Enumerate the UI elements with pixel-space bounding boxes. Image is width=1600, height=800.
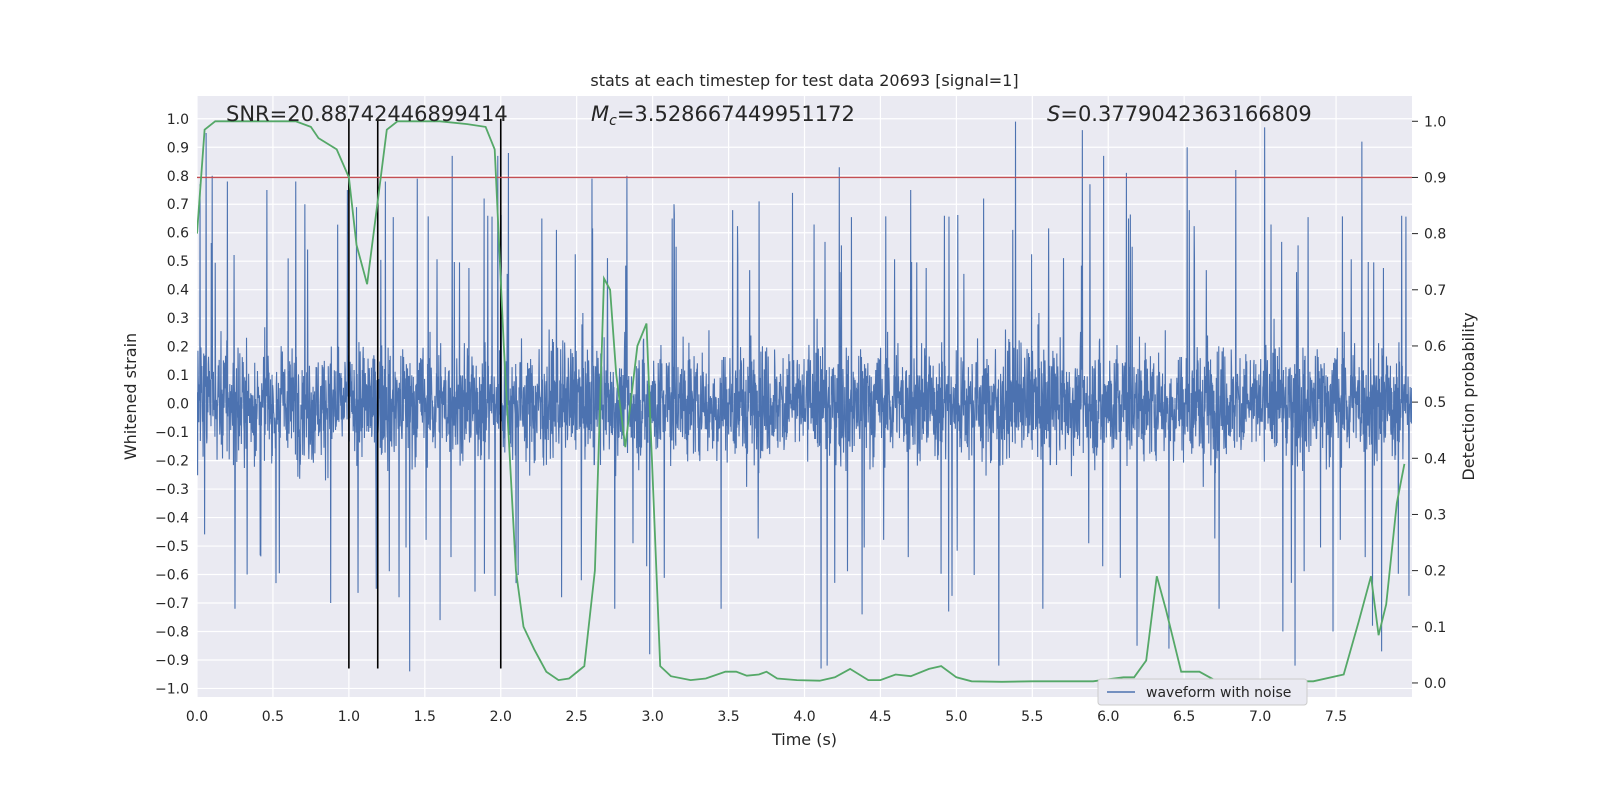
y2-tick-label: 0.2 bbox=[1424, 564, 1446, 580]
y-tick-label: 0.1 bbox=[167, 368, 189, 384]
y-tick-label: −0.3 bbox=[155, 482, 189, 498]
chirp-mass-value: =3.528667449951172 bbox=[617, 102, 855, 126]
s-symbol: S bbox=[1047, 102, 1060, 126]
y-tick-label: −0.9 bbox=[155, 653, 189, 669]
y-tick-label: 1.0 bbox=[167, 112, 189, 128]
x-axis-label: Time (s) bbox=[771, 730, 837, 749]
y-tick-label: −1.0 bbox=[155, 681, 189, 697]
s-annotation: S=0.3779042363166809 bbox=[1047, 102, 1312, 126]
y-tick-label: 0.6 bbox=[167, 226, 189, 242]
y2-tick-label: 0.9 bbox=[1424, 170, 1446, 186]
x-tick-label: 5.0 bbox=[945, 709, 967, 725]
y2-tick-label: 1.0 bbox=[1424, 114, 1446, 130]
x-tick-label: 7.5 bbox=[1325, 709, 1347, 725]
y2-tick-label: 0.8 bbox=[1424, 227, 1446, 243]
detection-probability-line bbox=[197, 120, 1406, 683]
y-tick-label: 0.9 bbox=[167, 140, 189, 156]
legend-box bbox=[1097, 678, 1308, 706]
y-tick-label: 0.3 bbox=[167, 311, 189, 327]
y2-tick-label: 0.6 bbox=[1424, 339, 1446, 355]
s-value: =0.3779042363166809 bbox=[1060, 102, 1311, 126]
event-markers bbox=[348, 118, 502, 669]
y-tick-label: −0.7 bbox=[155, 596, 189, 612]
y2-tick-label: 0.0 bbox=[1424, 676, 1446, 692]
snr-annotation: SNR=20.88742446899414 bbox=[226, 102, 508, 126]
legend-entry-waveform: waveform with noise bbox=[1146, 685, 1291, 701]
x-tick-label: 0.5 bbox=[262, 709, 284, 725]
x-axis-ticks: 0.0 0.5 1.0 1.5 2.0 2.5 3.0 3.5 4.0 4.5 5.0 5.5 6.0 6… bbox=[186, 709, 1347, 725]
y2-tick-label: 0.7 bbox=[1424, 283, 1446, 299]
legend: waveform with noise bbox=[1097, 678, 1308, 706]
y-tick-label: 0.5 bbox=[167, 254, 189, 270]
y-tick-label: −0.1 bbox=[155, 425, 189, 441]
y-tick-label: 0.2 bbox=[167, 340, 189, 356]
y-tick-label: 0.8 bbox=[167, 169, 189, 185]
y-tick-label: −0.5 bbox=[155, 539, 189, 555]
chirp-mass-annotation: Mc=3.528667449951172 bbox=[591, 102, 855, 129]
y-tick-label: −0.2 bbox=[155, 454, 189, 470]
y-axis-ticks: 1.0 0.9 0.8 0.7 0.6 0.5 0.4 0.3 0.2 0.1 0.0 −0.1 −0.… bbox=[155, 112, 189, 698]
y2-tick-label: 0.1 bbox=[1424, 620, 1446, 636]
y2-tick-label: 0.5 bbox=[1424, 395, 1446, 411]
waveform-line bbox=[197, 121, 1412, 672]
y-tick-label: 0.4 bbox=[167, 283, 189, 299]
x-tick-label: 7.0 bbox=[1249, 709, 1271, 725]
x-tick-label: 3.0 bbox=[641, 709, 663, 725]
x-tick-label: 4.0 bbox=[793, 709, 815, 725]
y2-tick-label: 0.3 bbox=[1424, 507, 1446, 523]
x-tick-label: 0.0 bbox=[186, 709, 208, 725]
chirp-mass-subscript: c bbox=[609, 113, 617, 129]
chirp-mass-symbol: M bbox=[591, 102, 609, 126]
x-tick-label: 1.0 bbox=[338, 709, 360, 725]
x-tick-label: 6.5 bbox=[1173, 709, 1195, 725]
x-tick-label: 2.0 bbox=[490, 709, 512, 725]
chart-title: stats at each timestep for test data 206… bbox=[590, 71, 1018, 90]
x-tick-label: 5.5 bbox=[1021, 709, 1043, 725]
y-tick-label: −0.6 bbox=[155, 568, 189, 584]
x-tick-label: 6.0 bbox=[1097, 709, 1119, 725]
y-tick-label: 0.7 bbox=[167, 197, 189, 213]
y2-axis-label: Detection probability bbox=[1459, 312, 1478, 480]
y-axis-label: Whitened strain bbox=[121, 333, 140, 460]
x-tick-label: 3.5 bbox=[717, 709, 739, 725]
y2-tick-label: 0.4 bbox=[1424, 451, 1446, 467]
detection-probability-series bbox=[197, 120, 1406, 683]
y-tick-label: −0.4 bbox=[155, 511, 189, 527]
x-tick-label: 4.5 bbox=[869, 709, 891, 725]
x-tick-label: 1.5 bbox=[414, 709, 436, 725]
x-tick-label: 2.5 bbox=[566, 709, 588, 725]
waveform-series bbox=[197, 121, 1412, 672]
y-tick-label: −0.8 bbox=[155, 624, 189, 640]
y2-axis-ticks: 1.0 0.9 0.8 0.7 0.6 0.5 0.4 0.3 0.2 0.1 0.0 bbox=[1412, 114, 1446, 692]
y-tick-label: 0.0 bbox=[167, 397, 189, 413]
